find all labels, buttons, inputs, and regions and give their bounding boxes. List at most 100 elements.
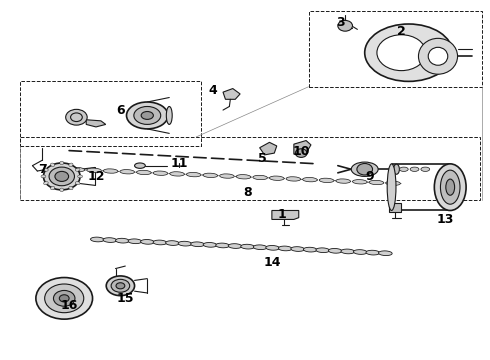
Ellipse shape bbox=[111, 279, 130, 292]
Ellipse shape bbox=[418, 39, 458, 74]
Circle shape bbox=[338, 21, 352, 31]
Ellipse shape bbox=[55, 171, 69, 181]
Polygon shape bbox=[272, 211, 299, 220]
Ellipse shape bbox=[141, 239, 154, 244]
Ellipse shape bbox=[49, 167, 74, 186]
Ellipse shape bbox=[141, 112, 153, 120]
Ellipse shape bbox=[137, 170, 151, 175]
Ellipse shape bbox=[377, 35, 426, 71]
Ellipse shape bbox=[44, 168, 48, 171]
Polygon shape bbox=[294, 140, 311, 154]
Text: 4: 4 bbox=[209, 84, 218, 97]
Ellipse shape bbox=[191, 242, 204, 247]
Ellipse shape bbox=[91, 237, 104, 242]
Ellipse shape bbox=[77, 175, 82, 178]
Ellipse shape bbox=[303, 177, 318, 182]
Ellipse shape bbox=[166, 107, 172, 125]
Ellipse shape bbox=[50, 186, 55, 190]
Ellipse shape bbox=[378, 251, 392, 256]
Ellipse shape bbox=[336, 179, 350, 183]
Ellipse shape bbox=[365, 24, 453, 81]
Ellipse shape bbox=[441, 170, 460, 204]
Ellipse shape bbox=[41, 175, 46, 178]
Ellipse shape bbox=[399, 167, 408, 171]
Ellipse shape bbox=[303, 247, 317, 252]
Circle shape bbox=[36, 278, 93, 319]
Ellipse shape bbox=[253, 175, 268, 180]
Text: 5: 5 bbox=[258, 152, 267, 165]
Text: 6: 6 bbox=[116, 104, 125, 117]
Ellipse shape bbox=[253, 245, 267, 249]
Text: 7: 7 bbox=[38, 163, 47, 176]
Text: 8: 8 bbox=[243, 186, 252, 199]
Ellipse shape bbox=[75, 181, 80, 185]
Ellipse shape bbox=[69, 186, 73, 190]
Text: 9: 9 bbox=[365, 170, 374, 183]
Ellipse shape bbox=[434, 164, 466, 211]
Ellipse shape bbox=[44, 163, 80, 190]
Ellipse shape bbox=[166, 241, 179, 246]
Ellipse shape bbox=[266, 246, 279, 250]
Polygon shape bbox=[86, 120, 106, 127]
Text: 10: 10 bbox=[293, 145, 310, 158]
Ellipse shape bbox=[291, 247, 304, 251]
Ellipse shape bbox=[220, 174, 234, 178]
Ellipse shape bbox=[270, 176, 284, 180]
Ellipse shape bbox=[134, 107, 161, 125]
Ellipse shape bbox=[387, 164, 396, 211]
Ellipse shape bbox=[50, 163, 55, 166]
Ellipse shape bbox=[128, 239, 142, 244]
Ellipse shape bbox=[87, 168, 101, 172]
Ellipse shape bbox=[241, 244, 254, 249]
Text: 16: 16 bbox=[60, 299, 78, 312]
Ellipse shape bbox=[278, 246, 292, 251]
Ellipse shape bbox=[353, 250, 367, 255]
Ellipse shape bbox=[60, 161, 64, 165]
Ellipse shape bbox=[216, 243, 229, 248]
Ellipse shape bbox=[186, 172, 201, 177]
Ellipse shape bbox=[116, 283, 125, 289]
Ellipse shape bbox=[319, 178, 334, 183]
Ellipse shape bbox=[75, 168, 80, 171]
Ellipse shape bbox=[410, 167, 419, 171]
Text: 1: 1 bbox=[277, 208, 286, 221]
Ellipse shape bbox=[153, 240, 167, 245]
Text: 13: 13 bbox=[437, 213, 454, 226]
Ellipse shape bbox=[135, 163, 146, 168]
Polygon shape bbox=[260, 142, 277, 155]
Polygon shape bbox=[389, 203, 401, 212]
Circle shape bbox=[66, 109, 87, 125]
Text: 2: 2 bbox=[397, 25, 406, 38]
Ellipse shape bbox=[428, 47, 448, 65]
Ellipse shape bbox=[341, 249, 355, 254]
Ellipse shape bbox=[203, 243, 217, 247]
Ellipse shape bbox=[153, 171, 168, 175]
Ellipse shape bbox=[421, 167, 430, 171]
Text: 11: 11 bbox=[171, 157, 188, 170]
Ellipse shape bbox=[236, 175, 251, 179]
Ellipse shape bbox=[120, 170, 135, 174]
Ellipse shape bbox=[369, 180, 384, 185]
Ellipse shape bbox=[352, 180, 367, 184]
Ellipse shape bbox=[60, 188, 64, 192]
Circle shape bbox=[295, 149, 307, 157]
Ellipse shape bbox=[286, 177, 301, 181]
Circle shape bbox=[357, 163, 372, 175]
Ellipse shape bbox=[351, 162, 378, 176]
Ellipse shape bbox=[69, 163, 73, 166]
Circle shape bbox=[59, 295, 69, 302]
Ellipse shape bbox=[44, 181, 48, 185]
Ellipse shape bbox=[116, 238, 129, 243]
Ellipse shape bbox=[446, 179, 455, 195]
Text: 12: 12 bbox=[87, 170, 105, 183]
Ellipse shape bbox=[393, 164, 399, 174]
Ellipse shape bbox=[170, 172, 184, 176]
Ellipse shape bbox=[328, 248, 342, 253]
Ellipse shape bbox=[103, 238, 117, 242]
Ellipse shape bbox=[106, 276, 135, 296]
Ellipse shape bbox=[178, 241, 192, 246]
Ellipse shape bbox=[386, 181, 400, 185]
Text: 15: 15 bbox=[117, 292, 134, 305]
Text: 14: 14 bbox=[263, 256, 281, 269]
Polygon shape bbox=[223, 89, 240, 99]
